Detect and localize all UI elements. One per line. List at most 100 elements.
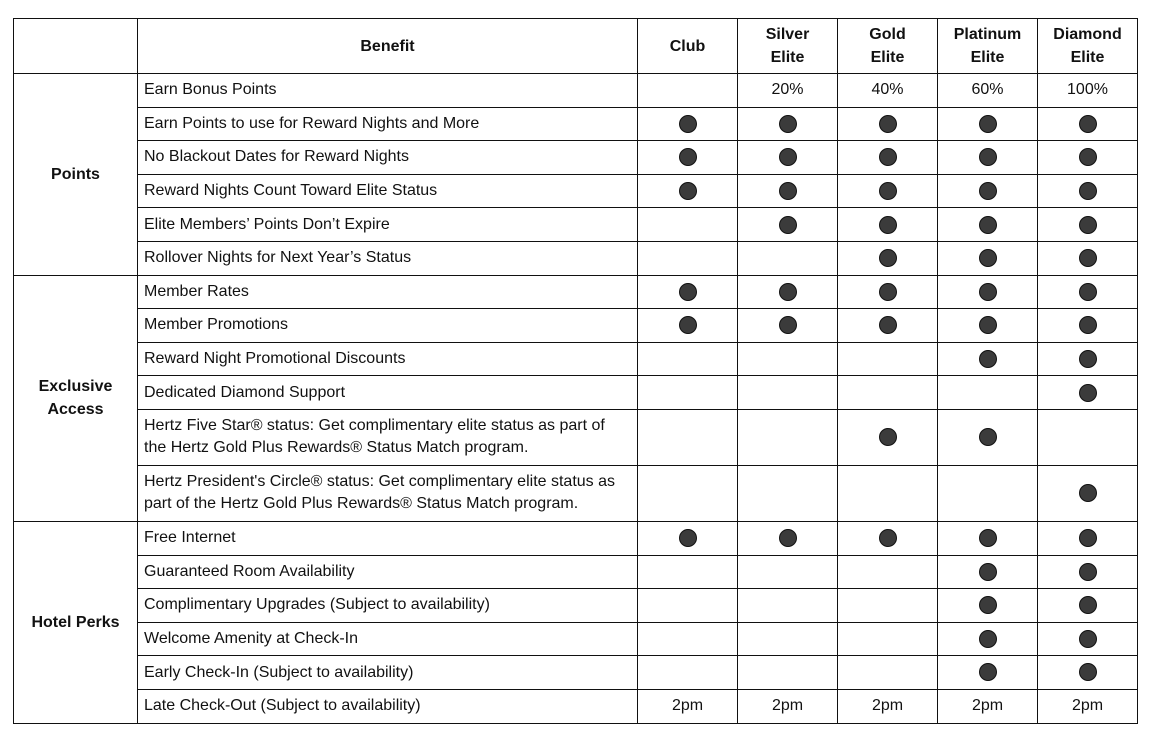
tier-value-cell bbox=[637, 308, 738, 343]
table-row: Guaranteed Room Availability bbox=[14, 554, 1138, 590]
included-dot-icon bbox=[978, 249, 997, 268]
included-dot-icon bbox=[978, 663, 997, 682]
included-dot-icon bbox=[978, 215, 997, 234]
tier-value-cell bbox=[637, 588, 738, 623]
tier-value-cell bbox=[737, 520, 838, 556]
included-dot-icon bbox=[1078, 181, 1097, 200]
included-dot-icon bbox=[878, 282, 897, 301]
tier-value-cell bbox=[637, 207, 738, 242]
tier-value-cell: 2pm bbox=[1037, 688, 1138, 724]
header-tier-platinum: Platinum Elite bbox=[937, 18, 1038, 74]
tier-value-cell bbox=[937, 308, 1038, 343]
tier-value-cell bbox=[1037, 408, 1138, 466]
tier-value-cell bbox=[837, 140, 938, 175]
tier-value-cell bbox=[1037, 106, 1138, 142]
benefit-cell: Welcome Amenity at Check-In bbox=[137, 621, 638, 657]
tier-value-cell bbox=[837, 520, 938, 556]
included-dot-icon bbox=[978, 562, 997, 581]
tier-value-cell bbox=[837, 207, 938, 242]
header-category bbox=[13, 18, 138, 74]
included-dot-icon bbox=[1078, 529, 1097, 548]
table-row: Reward Nights Count Toward Elite Status bbox=[14, 173, 1138, 209]
tier-value-cell bbox=[737, 375, 838, 410]
tier-value-cell bbox=[637, 240, 738, 276]
included-dot-icon bbox=[978, 596, 997, 615]
benefit-cell: Hertz Five Star® status: Get complimenta… bbox=[137, 408, 638, 466]
included-dot-icon bbox=[1078, 148, 1097, 167]
tier-value-cell bbox=[637, 655, 738, 690]
included-dot-icon bbox=[978, 148, 997, 167]
tier-value-cell bbox=[937, 554, 1038, 590]
included-dot-icon bbox=[878, 215, 897, 234]
tier-value-cell bbox=[937, 173, 1038, 209]
tier-value-cell bbox=[837, 408, 938, 466]
table-body: Points Earn Bonus Points 20% 40% 60% 100% Earn… bbox=[13, 73, 1138, 724]
tier-value-cell bbox=[837, 341, 938, 377]
included-dot-icon bbox=[678, 114, 697, 133]
tier-value-cell bbox=[737, 341, 838, 377]
benefits-table: Benefit Club Silver Elite Gold Elite Pla… bbox=[13, 18, 1138, 724]
included-dot-icon bbox=[778, 148, 797, 167]
tier-value-cell: 2pm bbox=[737, 688, 838, 724]
table-row: Earn Points to use for Reward Nights and… bbox=[14, 106, 1138, 142]
tier-value-cell bbox=[1037, 240, 1138, 276]
benefit-cell: Reward Night Promotional Discounts bbox=[137, 341, 638, 377]
table-row: Elite Members’ Points Don’t Expire bbox=[14, 207, 1138, 242]
tier-value-cell bbox=[837, 106, 938, 142]
tier-value-cell bbox=[637, 464, 738, 522]
tier-value-cell bbox=[837, 240, 938, 276]
benefit-cell: Rollover Nights for Next Year’s Status bbox=[137, 240, 638, 276]
tier-value-cell bbox=[737, 140, 838, 175]
header-tier-diamond: Diamond Elite bbox=[1037, 18, 1138, 74]
category-cell: Hotel Perks bbox=[13, 520, 138, 724]
included-dot-icon bbox=[1078, 215, 1097, 234]
tier-value-cell: 20% bbox=[737, 73, 838, 108]
tier-value-cell bbox=[737, 240, 838, 276]
header-tier-club: Club bbox=[637, 18, 738, 74]
benefit-cell: Hertz President's Circle® status: Get co… bbox=[137, 464, 638, 522]
included-dot-icon bbox=[778, 316, 797, 335]
header-tier-gold: Gold Elite bbox=[837, 18, 938, 74]
table-row: Reward Night Promotional Discounts bbox=[14, 341, 1138, 377]
table-row: Member Promotions bbox=[14, 308, 1138, 343]
included-dot-icon bbox=[1078, 316, 1097, 335]
tier-value-cell bbox=[837, 173, 938, 209]
tier-value-cell bbox=[837, 554, 938, 590]
tier-value-cell bbox=[937, 207, 1038, 242]
tier-value-cell bbox=[737, 173, 838, 209]
included-dot-icon bbox=[678, 148, 697, 167]
table-row: No Blackout Dates for Reward Nights bbox=[14, 140, 1138, 175]
tier-value-cell bbox=[737, 207, 838, 242]
tier-value-cell: 60% bbox=[937, 73, 1038, 108]
tier-value-cell bbox=[1037, 207, 1138, 242]
tier-value-cell bbox=[637, 73, 738, 108]
header-benefit: Benefit bbox=[137, 18, 638, 74]
benefit-cell: Complimentary Upgrades (Subject to avail… bbox=[137, 588, 638, 623]
included-dot-icon bbox=[678, 316, 697, 335]
benefit-cell: Elite Members’ Points Don’t Expire bbox=[137, 207, 638, 242]
tier-value-cell bbox=[937, 240, 1038, 276]
included-dot-icon bbox=[678, 282, 697, 301]
benefit-cell: Member Rates bbox=[137, 274, 638, 310]
tier-value-cell bbox=[937, 520, 1038, 556]
benefit-cell: Guaranteed Room Availability bbox=[137, 554, 638, 590]
included-dot-icon bbox=[778, 181, 797, 200]
tier-value-cell bbox=[637, 375, 738, 410]
table-row: Exclusive Access Member Rates bbox=[13, 274, 1138, 522]
tier-value-cell bbox=[737, 655, 838, 690]
table-row: Dedicated Diamond Support bbox=[14, 375, 1138, 410]
table-row: Hertz President's Circle® status: Get co… bbox=[14, 464, 1138, 522]
included-dot-icon bbox=[1078, 282, 1097, 301]
tier-value-cell bbox=[1037, 375, 1138, 410]
table-row: Early Check-In (Subject to availability) bbox=[14, 655, 1138, 690]
tier-value-cell bbox=[937, 408, 1038, 466]
included-dot-icon bbox=[978, 629, 997, 648]
included-dot-icon bbox=[978, 282, 997, 301]
included-dot-icon bbox=[978, 349, 997, 368]
included-dot-icon bbox=[878, 114, 897, 133]
tier-value-cell bbox=[937, 106, 1038, 142]
tier-value-cell bbox=[637, 408, 738, 466]
tier-value-cell bbox=[1037, 554, 1138, 590]
included-dot-icon bbox=[678, 529, 697, 548]
included-dot-icon bbox=[978, 181, 997, 200]
